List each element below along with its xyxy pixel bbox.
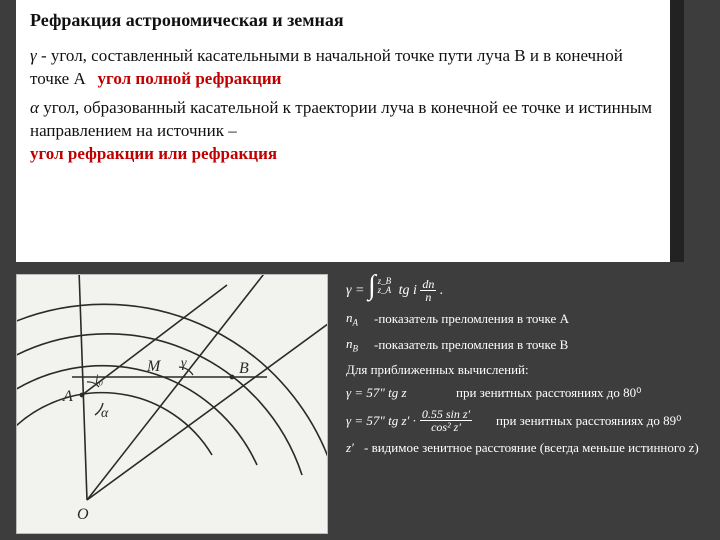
refraction-diagram: A B M O i₀ α γ	[16, 274, 328, 534]
label-alpha: α	[101, 406, 109, 421]
alpha-symbol: α	[30, 98, 39, 117]
gamma-symbol: γ -	[30, 46, 47, 65]
label-A: A	[62, 388, 73, 405]
label-O: O	[77, 506, 89, 523]
alpha-paragraph: α угол, образованный касательной к траек…	[30, 97, 656, 166]
page-title: Рефракция астрономическая и земная	[30, 10, 656, 31]
alpha-term: угол рефракции или рефракция	[30, 144, 277, 163]
label-M: M	[146, 358, 162, 375]
label-B: B	[239, 360, 249, 377]
integral-eq: γ = ∫ z_B z_A tg i dn n .	[346, 276, 700, 303]
label-i0: i₀	[95, 371, 103, 386]
equations-column: γ = ∫ z_B z_A tg i dn n . nA -показатель…	[328, 274, 704, 540]
alpha-text: угол, образованный касательной к траекто…	[30, 98, 652, 140]
approx-title: Для приближенных вычислений:	[346, 361, 700, 379]
z-line: z′ - видимое зенитное расстояние (всегда…	[346, 439, 700, 457]
gamma-term: угол полной рефракции	[98, 69, 282, 88]
lower-panel: A B M O i₀ α γ γ = ∫ z_B z_A t	[16, 274, 704, 540]
label-gamma: γ	[181, 356, 187, 371]
text-panel: Рефракция астрономическая и земная γ - у…	[16, 0, 670, 262]
gamma-paragraph: γ - угол, составленный касательными в на…	[30, 45, 656, 91]
nB-line: nB -показатель преломления в точке B	[346, 335, 700, 355]
approx-2: γ = 57" tg z′ · 0.55 sin z′ cos² z′ при …	[346, 408, 700, 433]
approx-1: γ = 57" tg z при зенитных расстояниях до…	[346, 384, 700, 402]
nA-line: nA -показатель преломления в точке A	[346, 309, 700, 329]
